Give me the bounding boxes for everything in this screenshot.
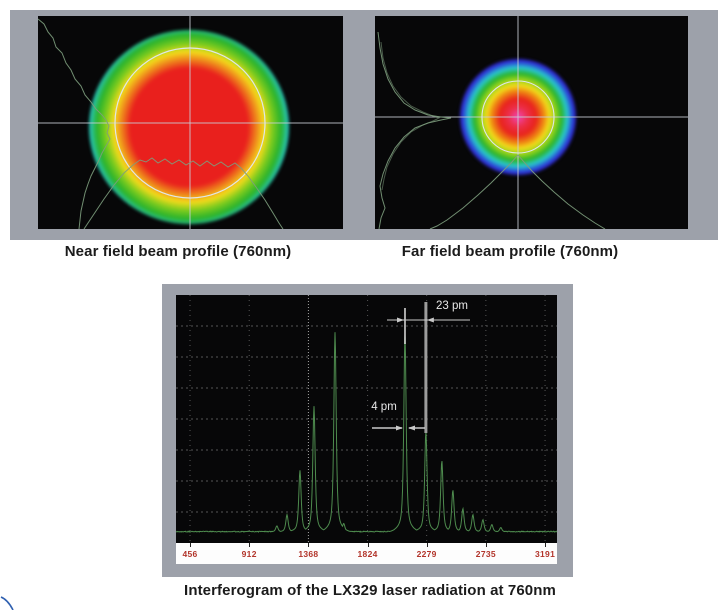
interferogram-plot: 23 pm 4 pm <box>175 295 557 543</box>
x-axis-tick <box>367 543 369 547</box>
x-axis: 456 912 1368 1824 2279 2735 3191 <box>176 543 557 564</box>
far-field-caption: Far field beam profile (760nm) <box>401 243 619 260</box>
arrowhead-left <box>407 425 415 431</box>
interferogram-spectrum <box>175 295 557 543</box>
far-field-vertical-profile-curve <box>377 31 452 229</box>
near-field-beam-spot <box>89 30 289 224</box>
near-field-overlay <box>38 16 343 229</box>
near-field-screen <box>38 16 343 229</box>
interferogram-caption: Interferogram of the LX329 laser radiati… <box>184 582 556 599</box>
near-field-horizontal-profile-curve <box>83 157 284 229</box>
spectrum-trace <box>175 332 557 533</box>
x-tick-label: 3191 <box>534 549 556 559</box>
x-axis-tick <box>190 543 192 547</box>
x-tick-label: 456 <box>182 549 198 559</box>
far-field-horizontal-profile-right-wing <box>517 154 606 229</box>
arrowhead-right <box>395 425 403 431</box>
x-tick-label: 912 <box>241 549 257 559</box>
near-field-vertical-profile-curve <box>38 18 111 229</box>
near-field-caption: Near field beam profile (760nm) <box>64 243 292 260</box>
mode-spacing-annotation-label: 23 pm <box>436 300 468 312</box>
x-axis-tick <box>485 543 487 547</box>
x-axis-tick <box>545 543 547 547</box>
interferogram-panel: 23 pm 4 pm 456 912 1368 1824 2279 2735 3191 <box>162 284 573 577</box>
arrowhead-right <box>396 317 404 323</box>
far-field-horizontal-profile-left-wing <box>429 154 519 229</box>
x-axis-tick <box>308 543 310 547</box>
x-tick-label: 2735 <box>475 549 496 559</box>
far-field-screen <box>375 16 688 229</box>
x-tick-label: 1368 <box>298 549 319 559</box>
arrowhead-left <box>426 317 434 323</box>
corner-logo-arc <box>0 596 14 610</box>
far-field-overlay <box>375 16 688 229</box>
x-tick-label: 2279 <box>416 549 437 559</box>
linewidth-annotation-label: 4 pm <box>371 401 397 413</box>
far-field-vertical-profile-curve-2 <box>380 41 441 191</box>
x-tick-label: 1824 <box>357 549 378 559</box>
x-axis-tick <box>249 543 251 547</box>
near-field-beam-diameter-circle <box>114 47 266 199</box>
far-field-beam-diameter-circle <box>481 80 555 154</box>
x-axis-tick <box>426 543 428 547</box>
